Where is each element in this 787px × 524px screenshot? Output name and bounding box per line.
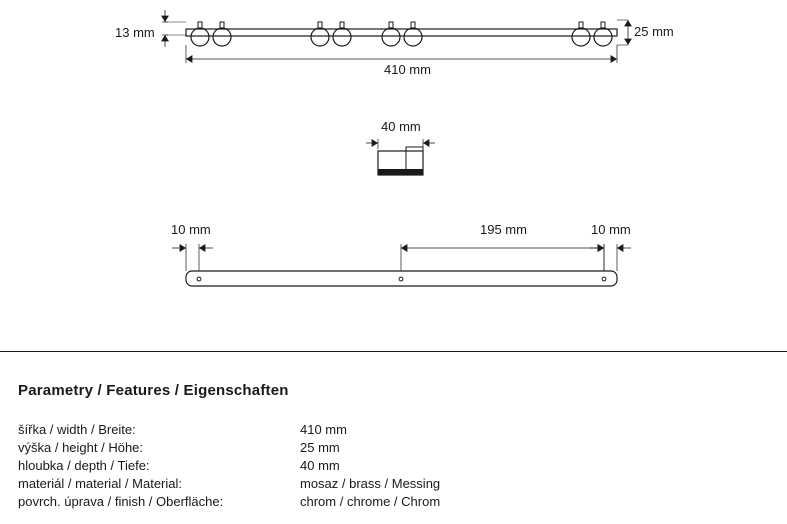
table-row: šířka / width / Breite:410 mm <box>18 421 440 439</box>
features-heading: Parametry / Features / Eigenschaften <box>18 382 758 399</box>
feature-label: výška / height / Höhe: <box>18 439 300 457</box>
table-row: výška / height / Höhe:25 mm <box>18 439 440 457</box>
svg-text:25 mm: 25 mm <box>634 24 674 39</box>
svg-text:10 mm: 10 mm <box>171 222 211 237</box>
svg-text:13 mm: 13 mm <box>115 25 155 40</box>
feature-label: hloubka / depth / Tiefe: <box>18 457 300 475</box>
feature-label: materiál / material / Material: <box>18 475 300 493</box>
svg-text:10 mm: 10 mm <box>591 222 631 237</box>
features-table: šířka / width / Breite:410 mmvýška / hei… <box>18 421 440 511</box>
feature-value: chrom / chrome / Chrom <box>300 493 440 511</box>
table-row: povrch. úprava / finish / Oberfläche:chr… <box>18 493 440 511</box>
table-row: materiál / material / Material:mosaz / b… <box>18 475 440 493</box>
feature-value: mosaz / brass / Messing <box>300 475 440 493</box>
technical-drawing: 13 mm 25 mm 410 mm 40 mm 10 mm 10 mm 195 mm <box>0 0 787 330</box>
svg-text:40 mm: 40 mm <box>381 119 421 134</box>
table-row: hloubka / depth / Tiefe:40 mm <box>18 457 440 475</box>
svg-text:410 mm: 410 mm <box>384 62 431 77</box>
feature-value: 40 mm <box>300 457 440 475</box>
svg-text:195 mm: 195 mm <box>480 222 527 237</box>
section-divider <box>0 351 787 352</box>
feature-label: povrch. úprava / finish / Oberfläche: <box>18 493 300 511</box>
feature-value: 410 mm <box>300 421 440 439</box>
page-root: 13 mm25 mm410 mm40 mm10 mm10 mm195 mm Pa… <box>0 0 787 524</box>
features-section: Parametry / Features / Eigenschaften šíř… <box>18 382 758 511</box>
feature-value: 25 mm <box>300 439 440 457</box>
feature-label: šířka / width / Breite: <box>18 421 300 439</box>
